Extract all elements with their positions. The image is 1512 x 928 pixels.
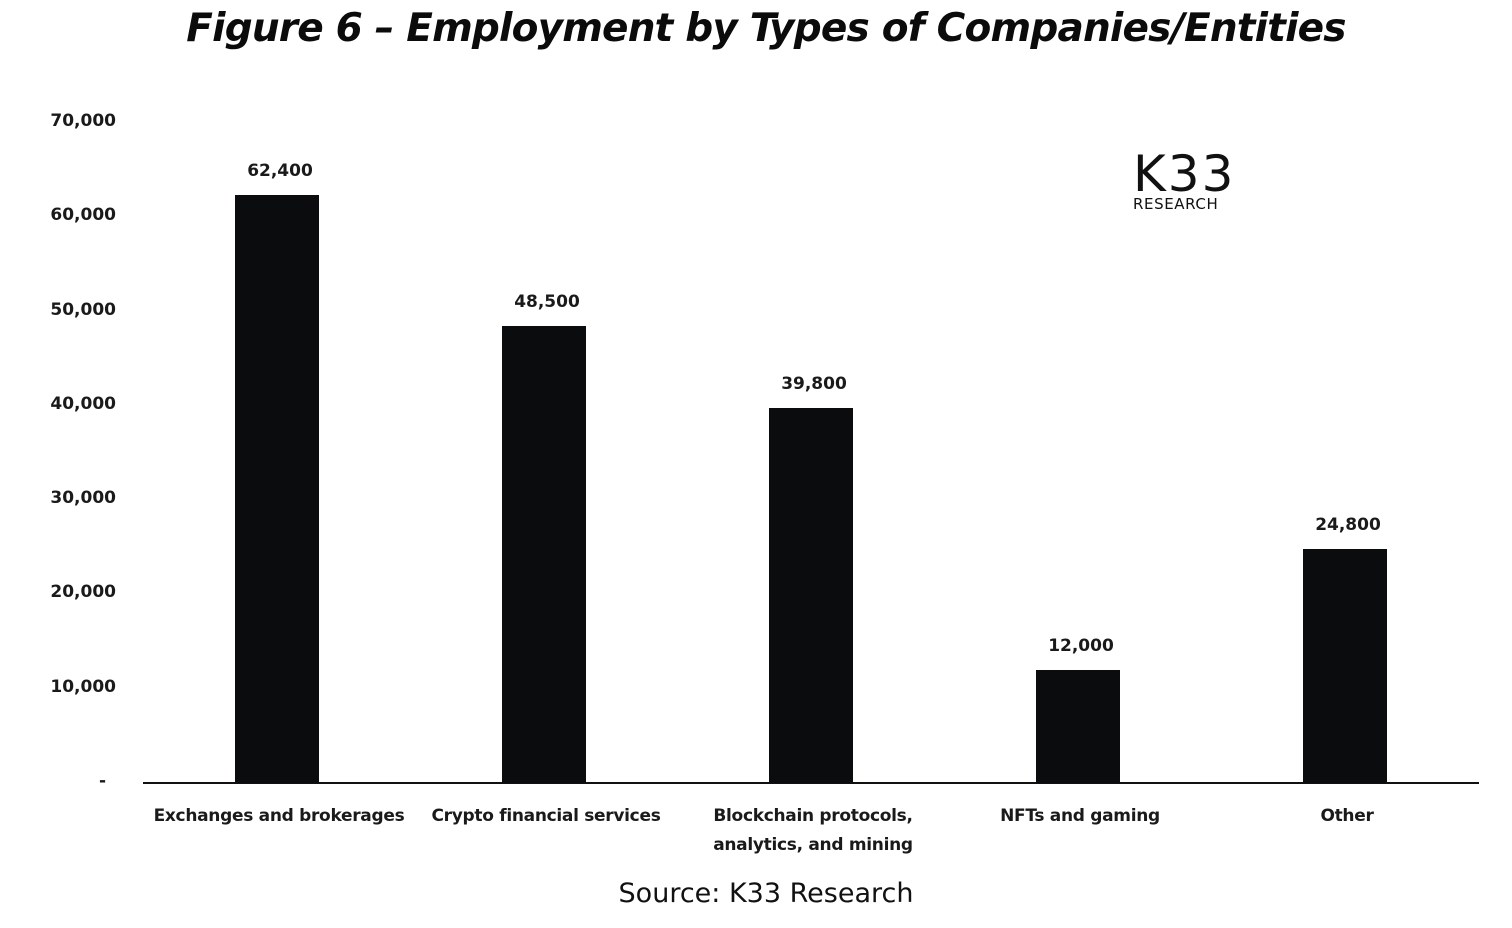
x-category-label: Blockchain protocols, analytics, and min… <box>713 806 913 855</box>
y-tick-label: 70,000 <box>50 111 116 131</box>
bar-value-label: 39,800 <box>781 373 847 394</box>
logo-k33-text: K33 <box>1133 145 1236 203</box>
y-tick-label: 30,000 <box>50 488 116 509</box>
y-tick-label: 10,000 <box>50 676 116 697</box>
bar-value-label: 62,400 <box>247 160 313 181</box>
x-category-label: Other <box>1320 806 1374 826</box>
y-tick-label: 60,000 <box>50 205 116 226</box>
y-tick-label: 40,000 <box>50 393 116 414</box>
bar <box>1036 669 1120 783</box>
k33-research-logo: K33 RESEARCH <box>1133 145 1265 213</box>
bar-value-label: 24,800 <box>1315 515 1381 536</box>
x-axis-line <box>143 782 1479 784</box>
logo-research-text: RESEARCH <box>1133 195 1219 213</box>
bar <box>502 325 586 783</box>
source-caption: Source: K33 Research <box>618 878 914 909</box>
chart-title: Figure 6 – Employment by Types of Compan… <box>186 6 1346 51</box>
y-tick-label: 20,000 <box>50 582 116 603</box>
y-tick-label: 50,000 <box>50 299 116 320</box>
x-category-label: NFTs and gaming <box>1000 806 1160 826</box>
bar <box>1303 549 1387 783</box>
bar-value-label: 12,000 <box>1048 635 1114 656</box>
y-tick-label: - <box>98 771 106 791</box>
x-category-label: Exchanges and brokerages <box>153 806 405 826</box>
bar <box>235 194 319 783</box>
x-category-label: Crypto financial services <box>431 806 661 826</box>
bar-value-label: 48,500 <box>514 291 580 312</box>
bar <box>769 407 853 783</box>
